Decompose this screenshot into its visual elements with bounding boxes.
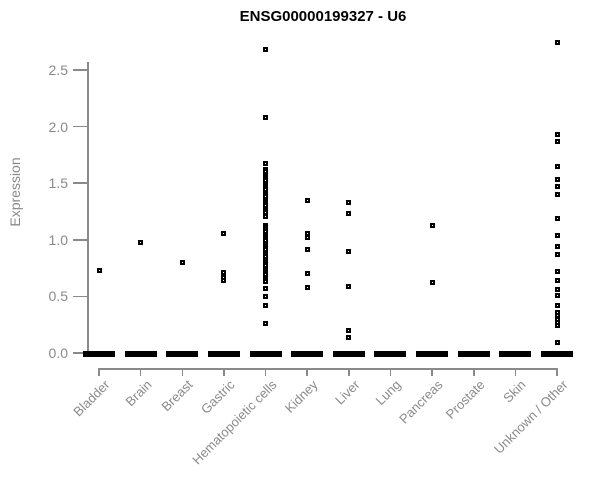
data-point <box>304 284 310 290</box>
x-tick <box>556 368 558 376</box>
y-tick <box>73 352 87 354</box>
y-tick-label: 0.5 <box>48 288 68 305</box>
data-point <box>263 115 269 121</box>
data-point <box>346 283 352 289</box>
x-tick <box>431 368 433 376</box>
zero-cluster-bar <box>374 351 407 357</box>
zero-cluster-bar <box>541 351 574 357</box>
data-point <box>554 138 560 144</box>
data-point <box>263 293 269 299</box>
data-point <box>554 302 560 308</box>
y-tick <box>73 182 87 184</box>
data-point <box>554 177 560 183</box>
data-point <box>304 271 310 277</box>
zero-cluster-bar <box>499 351 532 357</box>
data-point <box>179 259 185 265</box>
y-tick <box>73 239 87 241</box>
data-point <box>138 239 144 245</box>
y-tick-label: 1.0 <box>48 231 68 248</box>
x-tick <box>264 368 267 376</box>
y-axis-label: Expression <box>7 157 23 227</box>
zero-cluster-bar <box>83 351 115 357</box>
y-tick-label: 1.5 <box>48 175 68 192</box>
data-point <box>221 230 227 236</box>
x-tick <box>389 368 392 376</box>
x-tick <box>514 368 517 376</box>
data-point <box>346 334 352 340</box>
x-tick <box>223 368 225 376</box>
data-point <box>263 321 269 327</box>
zero-cluster-bar <box>124 351 157 357</box>
data-point <box>221 270 227 276</box>
zero-cluster-bar <box>332 351 365 357</box>
data-point <box>554 252 560 258</box>
data-point <box>263 161 269 167</box>
data-point <box>554 184 560 190</box>
data-point <box>263 213 269 219</box>
x-tick <box>348 368 350 376</box>
x-tick <box>181 368 184 376</box>
zero-cluster-bar <box>291 351 324 357</box>
data-point <box>554 278 560 284</box>
data-point <box>304 247 310 253</box>
zero-cluster-bar <box>207 351 240 357</box>
y-tick-label: 2.0 <box>48 118 68 135</box>
data-point <box>554 268 560 274</box>
data-point <box>554 132 560 138</box>
x-tick <box>473 368 475 376</box>
data-point <box>554 232 560 238</box>
data-point <box>554 244 560 250</box>
zero-cluster-bar <box>457 351 490 357</box>
y-axis-line <box>87 62 89 356</box>
y-tick <box>73 295 87 298</box>
data-point <box>346 327 352 333</box>
data-point <box>263 279 269 285</box>
data-point <box>304 197 310 203</box>
data-point <box>263 302 269 308</box>
data-point <box>221 278 227 284</box>
data-point <box>429 280 435 286</box>
data-point <box>554 40 560 46</box>
data-point <box>346 199 352 205</box>
x-tick <box>98 368 100 376</box>
zero-cluster-bar <box>416 351 449 357</box>
y-tick <box>73 125 87 128</box>
data-point <box>263 47 269 53</box>
data-point <box>346 248 352 254</box>
data-point <box>554 192 560 198</box>
data-point <box>96 267 102 273</box>
data-point <box>304 235 310 241</box>
y-tick <box>73 69 87 71</box>
data-point <box>263 285 269 291</box>
y-tick-label: 0.0 <box>48 345 68 361</box>
zero-cluster-bar <box>249 351 282 357</box>
x-tick <box>139 368 142 376</box>
data-point <box>554 340 560 346</box>
y-tick-label: 2.5 <box>48 62 68 78</box>
data-point <box>304 230 310 236</box>
data-point <box>554 292 560 298</box>
data-point <box>554 215 560 221</box>
data-point <box>554 323 560 329</box>
data-point <box>429 222 435 228</box>
data-point <box>554 163 560 169</box>
x-axis-line <box>98 368 559 370</box>
zero-cluster-bar <box>166 351 199 357</box>
data-point <box>346 211 352 217</box>
chart-title: ENSG00000199327 - U6 <box>239 8 407 25</box>
x-tick <box>306 368 308 376</box>
data-point <box>554 287 560 293</box>
